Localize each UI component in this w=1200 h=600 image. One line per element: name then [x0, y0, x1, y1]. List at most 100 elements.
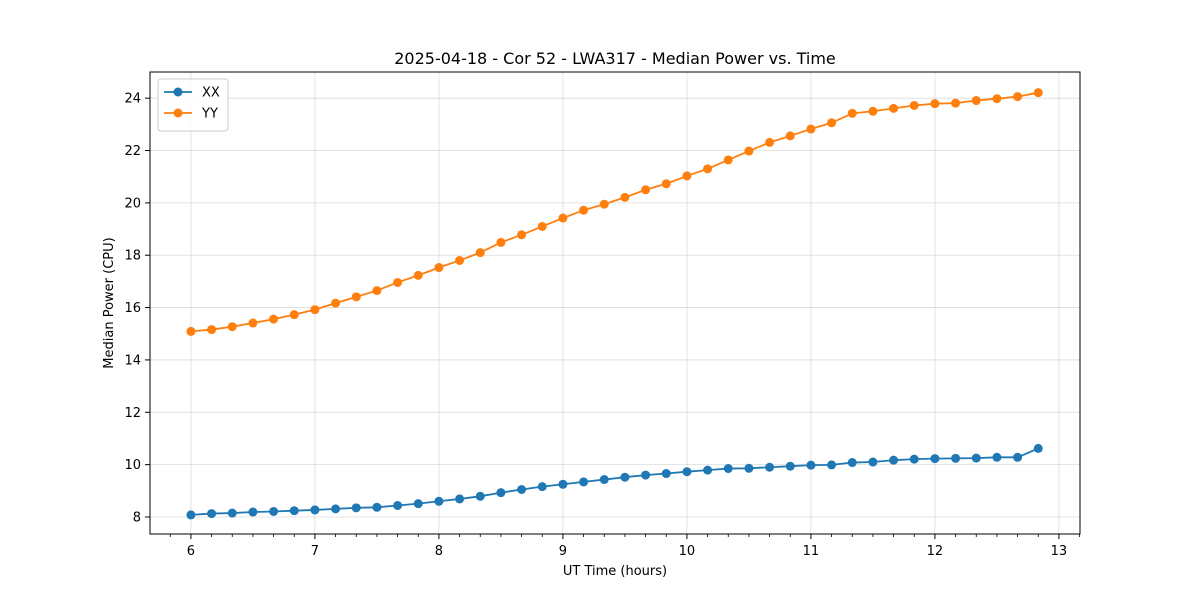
series-group [186, 88, 1043, 520]
data-point-yy [620, 192, 630, 202]
data-point-yy [1013, 92, 1023, 102]
data-point-yy [331, 298, 341, 308]
data-point-yy [1033, 88, 1043, 98]
x-tick-label: 12 [927, 544, 944, 559]
x-tick-label: 10 [679, 544, 696, 559]
data-point-yy [765, 137, 775, 147]
data-point-yy [496, 237, 506, 247]
data-point-yy [744, 146, 754, 156]
data-point-yy [434, 263, 444, 273]
data-point-yy [951, 98, 961, 108]
data-point-xx [413, 499, 423, 509]
data-point-yy [537, 221, 547, 231]
data-point-xx [248, 507, 258, 517]
data-point-yy [930, 99, 940, 109]
data-point-yy [269, 314, 279, 324]
data-point-yy [599, 199, 609, 209]
data-point-xx [537, 482, 547, 492]
data-point-xx [310, 505, 320, 515]
data-point-yy [475, 248, 485, 258]
data-point-xx [992, 452, 1002, 462]
y-tick-label: 22 [124, 144, 141, 159]
data-point-yy [971, 96, 981, 106]
data-point-xx [289, 506, 299, 516]
data-point-xx [269, 506, 279, 516]
data-point-yy [827, 118, 837, 128]
data-point-xx [496, 488, 506, 498]
chart-title: 2025-04-18 - Cor 52 - LWA317 - Median Po… [394, 49, 836, 68]
data-point-xx [455, 494, 465, 504]
data-point-xx [930, 454, 940, 464]
data-point-xx [909, 454, 919, 464]
y-tick-label: 14 [124, 353, 141, 368]
legend-marker-xx [173, 87, 183, 97]
data-point-yy [868, 106, 878, 116]
data-point-xx [227, 508, 237, 518]
data-point-yy [517, 230, 527, 240]
data-point-xx [434, 496, 444, 506]
data-point-xx [723, 464, 733, 474]
data-point-xx [517, 485, 527, 494]
data-point-xx [971, 453, 981, 463]
data-point-xx [682, 467, 692, 477]
data-point-xx [599, 475, 609, 485]
grid-lines [150, 72, 1080, 534]
data-point-yy [806, 124, 816, 134]
data-point-yy [351, 292, 361, 302]
data-point-yy [248, 318, 258, 328]
data-point-xx [827, 460, 837, 470]
data-point-xx [1033, 443, 1043, 453]
x-tick-label: 11 [803, 544, 820, 559]
data-point-xx [579, 477, 589, 487]
y-tick-label: 8 [133, 510, 141, 525]
y-tick-label: 16 [124, 301, 141, 316]
plot-frame [149, 71, 1081, 535]
data-point-yy [413, 270, 423, 280]
data-point-xx [558, 479, 568, 489]
y-axis-label: Median Power (CPU) [102, 237, 117, 368]
data-point-xx [186, 510, 196, 520]
data-point-xx [475, 491, 485, 501]
legend-marker-yy [173, 108, 183, 118]
x-axis-label: UT Time (hours) [563, 564, 667, 579]
legend-label-xx: XX [202, 86, 220, 101]
x-tick-label: 7 [311, 544, 319, 559]
data-point-yy [186, 326, 196, 336]
data-point-xx [847, 458, 857, 468]
legend-label-yy: YY [201, 107, 218, 122]
data-point-xx [620, 472, 630, 482]
data-point-yy [847, 108, 857, 118]
x-tick-label: 13 [1051, 544, 1068, 559]
data-point-xx [393, 500, 403, 510]
data-point-xx [661, 469, 671, 479]
data-point-xx [703, 465, 713, 475]
data-point-yy [992, 94, 1002, 104]
data-point-xx [868, 457, 878, 467]
data-point-yy [289, 310, 299, 320]
x-tick-label: 9 [559, 544, 567, 559]
axis-ticks: 6 7 8 9 10 11 12 13 8 10 12 14 16 18 20 22 24 [124, 92, 1080, 559]
x-tick-label: 8 [435, 544, 443, 559]
data-point-xx [785, 461, 795, 471]
data-point-yy [227, 322, 237, 332]
data-point-yy [682, 171, 692, 181]
data-point-xx [951, 453, 961, 463]
data-point-xx [207, 509, 217, 519]
data-point-yy [310, 305, 320, 315]
data-point-xx [1013, 452, 1023, 462]
data-point-xx [372, 502, 382, 512]
data-point-yy [455, 255, 465, 265]
data-point-xx [744, 463, 754, 473]
data-point-yy [641, 185, 651, 195]
data-point-xx [765, 462, 775, 472]
data-point-yy [889, 103, 899, 113]
data-point-yy [372, 286, 382, 296]
data-point-xx [806, 460, 816, 470]
data-point-xx [641, 470, 651, 480]
y-tick-label: 18 [124, 249, 141, 264]
y-tick-label: 24 [124, 92, 141, 107]
data-point-yy [785, 131, 795, 141]
y-tick-label: 12 [124, 406, 141, 421]
data-point-yy [703, 164, 713, 174]
